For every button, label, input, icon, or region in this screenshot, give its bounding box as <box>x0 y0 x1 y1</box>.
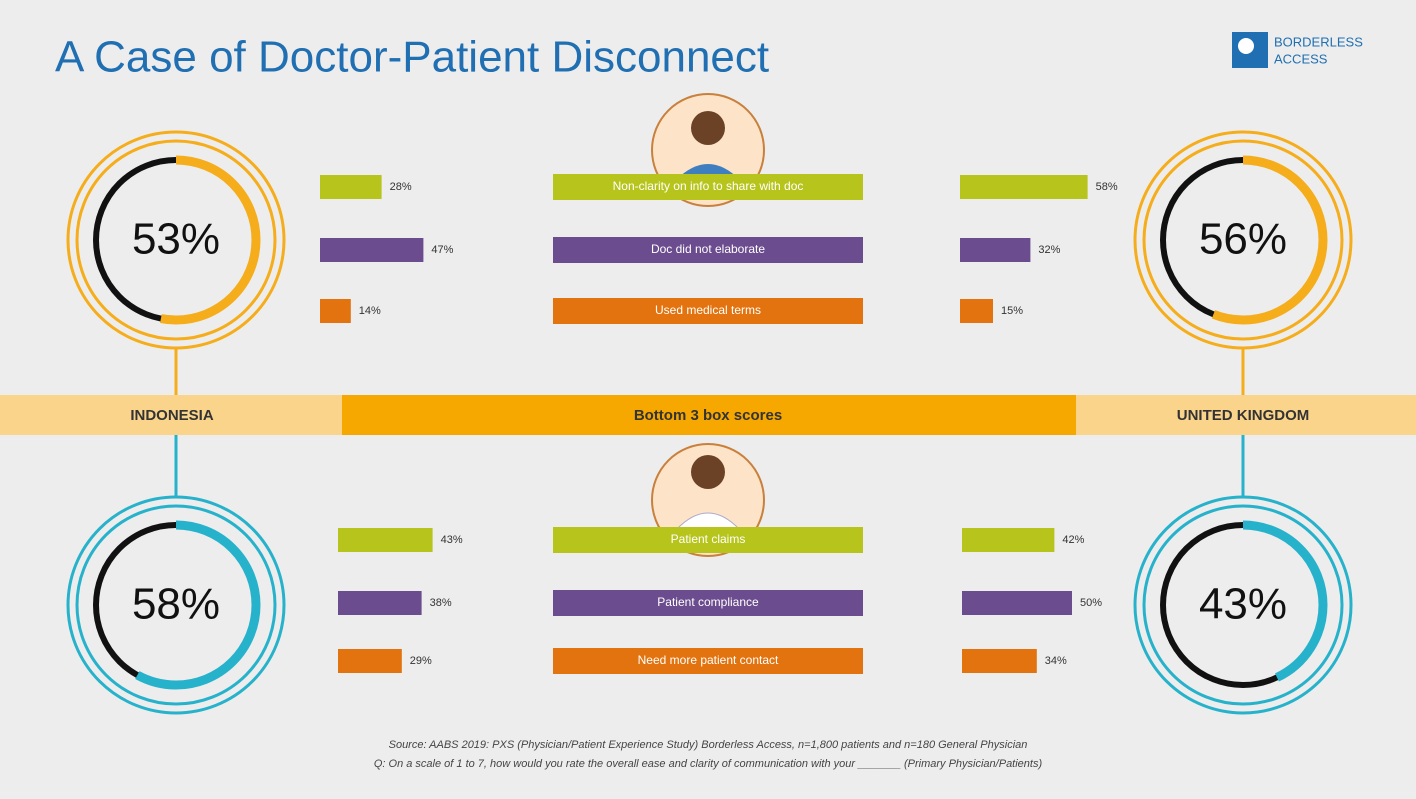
bar <box>320 175 382 199</box>
category-label: Used medical terms <box>655 303 761 317</box>
logo-text: ACCESS <box>1274 51 1328 66</box>
bar <box>338 528 433 552</box>
value-label: 15% <box>1001 305 1023 317</box>
donut-label: 53% <box>132 215 220 264</box>
bar <box>338 649 402 673</box>
value-label: 38% <box>430 597 452 609</box>
donut-label: 58% <box>132 580 220 629</box>
bar <box>320 299 351 323</box>
value-label: 32% <box>1038 244 1060 256</box>
footnote: Q: On a scale of 1 to 7, how would you r… <box>374 758 1043 770</box>
category-label: Patient claims <box>671 532 746 546</box>
category-label: Need more patient contact <box>638 653 779 667</box>
donut-label: 43% <box>1199 580 1287 629</box>
logo-text: BORDERLESS <box>1274 34 1363 49</box>
band-label: INDONESIA <box>130 407 214 424</box>
value-label: 28% <box>390 181 412 193</box>
bar <box>320 238 423 262</box>
footnote: Source: AABS 2019: PXS (Physician/Patien… <box>389 739 1028 751</box>
title: A Case of Doctor-Patient Disconnect <box>55 33 769 82</box>
category-label: Non-clarity on info to share with doc <box>613 179 804 193</box>
logo: BORDERLESS ACCESS <box>1232 32 1363 68</box>
bar <box>962 649 1037 673</box>
value-label: 29% <box>410 655 432 667</box>
bar <box>338 591 422 615</box>
bar <box>962 528 1054 552</box>
category-label: Patient compliance <box>657 595 759 609</box>
value-label: 42% <box>1062 534 1084 546</box>
band-label: Bottom 3 box scores <box>634 407 782 424</box>
bar <box>960 238 1030 262</box>
logo-dot <box>1238 38 1254 54</box>
icon-head <box>691 111 725 145</box>
category-label: Doc did not elaborate <box>651 242 765 256</box>
value-label: 14% <box>359 305 381 317</box>
icon-head <box>691 455 725 489</box>
bar <box>962 591 1072 615</box>
value-label: 50% <box>1080 597 1102 609</box>
page: {"title": "A Case of Doctor-Patient Disc… <box>0 0 1416 794</box>
value-label: 43% <box>441 534 463 546</box>
bar <box>960 175 1088 199</box>
value-label: 58% <box>1096 181 1118 193</box>
bar <box>960 299 993 323</box>
value-label: 47% <box>431 244 453 256</box>
band-label: UNITED KINGDOM <box>1177 407 1310 424</box>
value-label: 34% <box>1045 655 1067 667</box>
donut-label: 56% <box>1199 215 1287 264</box>
infographic: A Case of Doctor-Patient Disconnect BORD… <box>0 0 1416 794</box>
